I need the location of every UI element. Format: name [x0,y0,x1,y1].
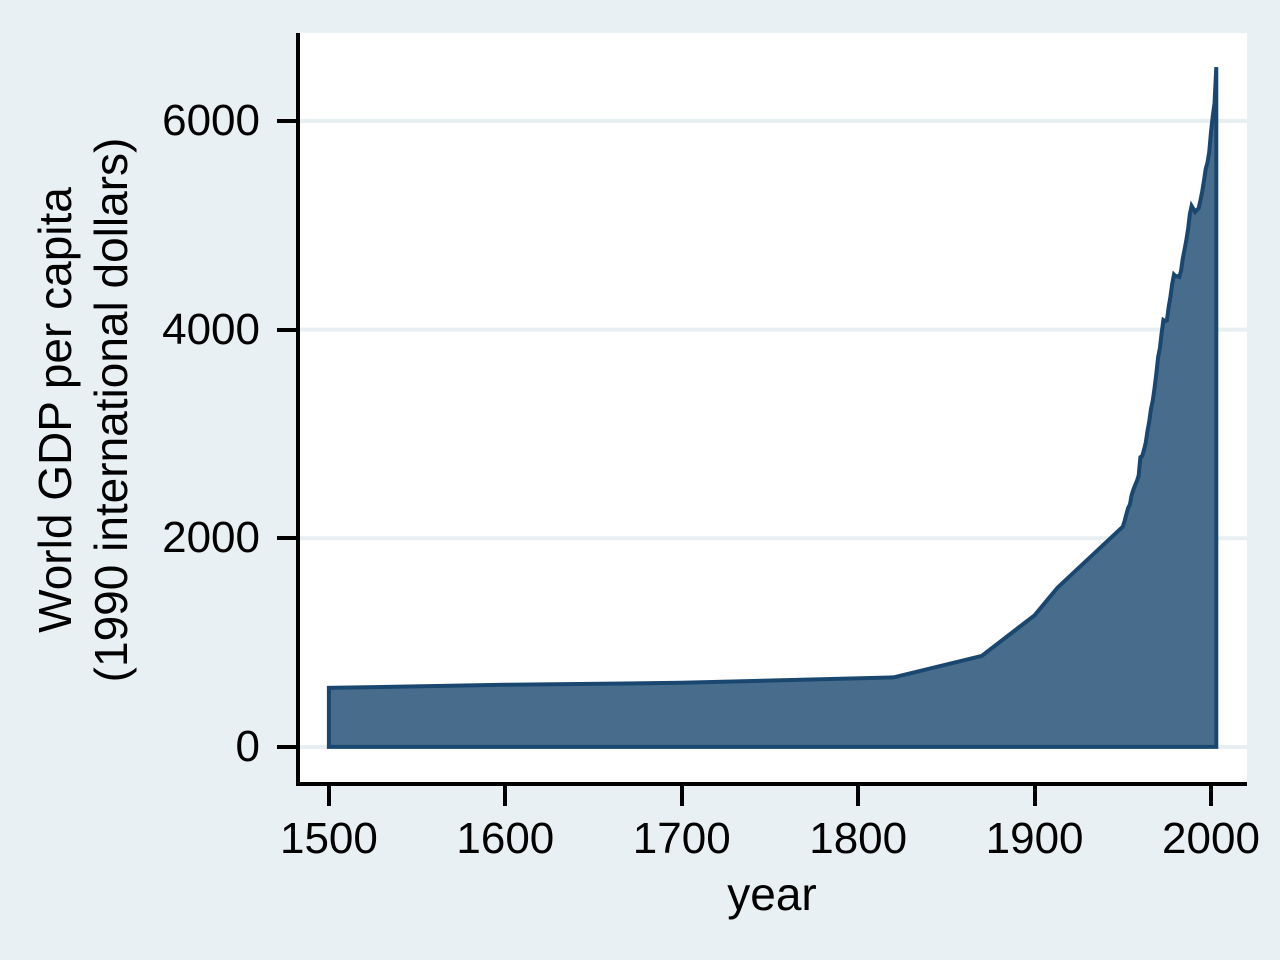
x-tick-mark [679,786,684,806]
x-tick-mark [1209,786,1213,806]
x-tick-mark [856,786,861,806]
gdp-area-series [326,67,1219,749]
y-tick-label: 0 [235,721,260,771]
y-tick-label: 4000 [162,304,260,354]
x-tick-label: 1600 [456,814,555,863]
y-tick-mark [277,118,297,123]
y-axis-title-line1: World GDP per capita [29,187,81,633]
y-tick-mark [277,536,297,541]
y-tick-label: 2000 [162,513,260,563]
y-tick-label: 6000 [162,95,260,145]
x-tick-mark [326,786,331,806]
x-tick-mark [503,786,508,806]
x-tick-label: 2000 [1162,814,1260,863]
plot-region [297,33,1247,782]
x-tick-mark [1032,786,1037,806]
y-axis-title: World GDP per capita (1990 international… [27,138,139,683]
x-axis-title: year [727,868,817,920]
y-axis-line [296,33,300,786]
y-tick-mark [277,327,297,332]
x-tick-label: 1500 [279,814,378,863]
y-tick-mark [277,744,297,749]
x-axis-line [296,782,1247,786]
x-tick-label: 1700 [632,814,731,863]
x-tick-label: 1800 [809,814,908,863]
y-axis-title-line2: (1990 international dollars) [85,137,137,683]
x-tick-label: 1900 [985,814,1084,863]
